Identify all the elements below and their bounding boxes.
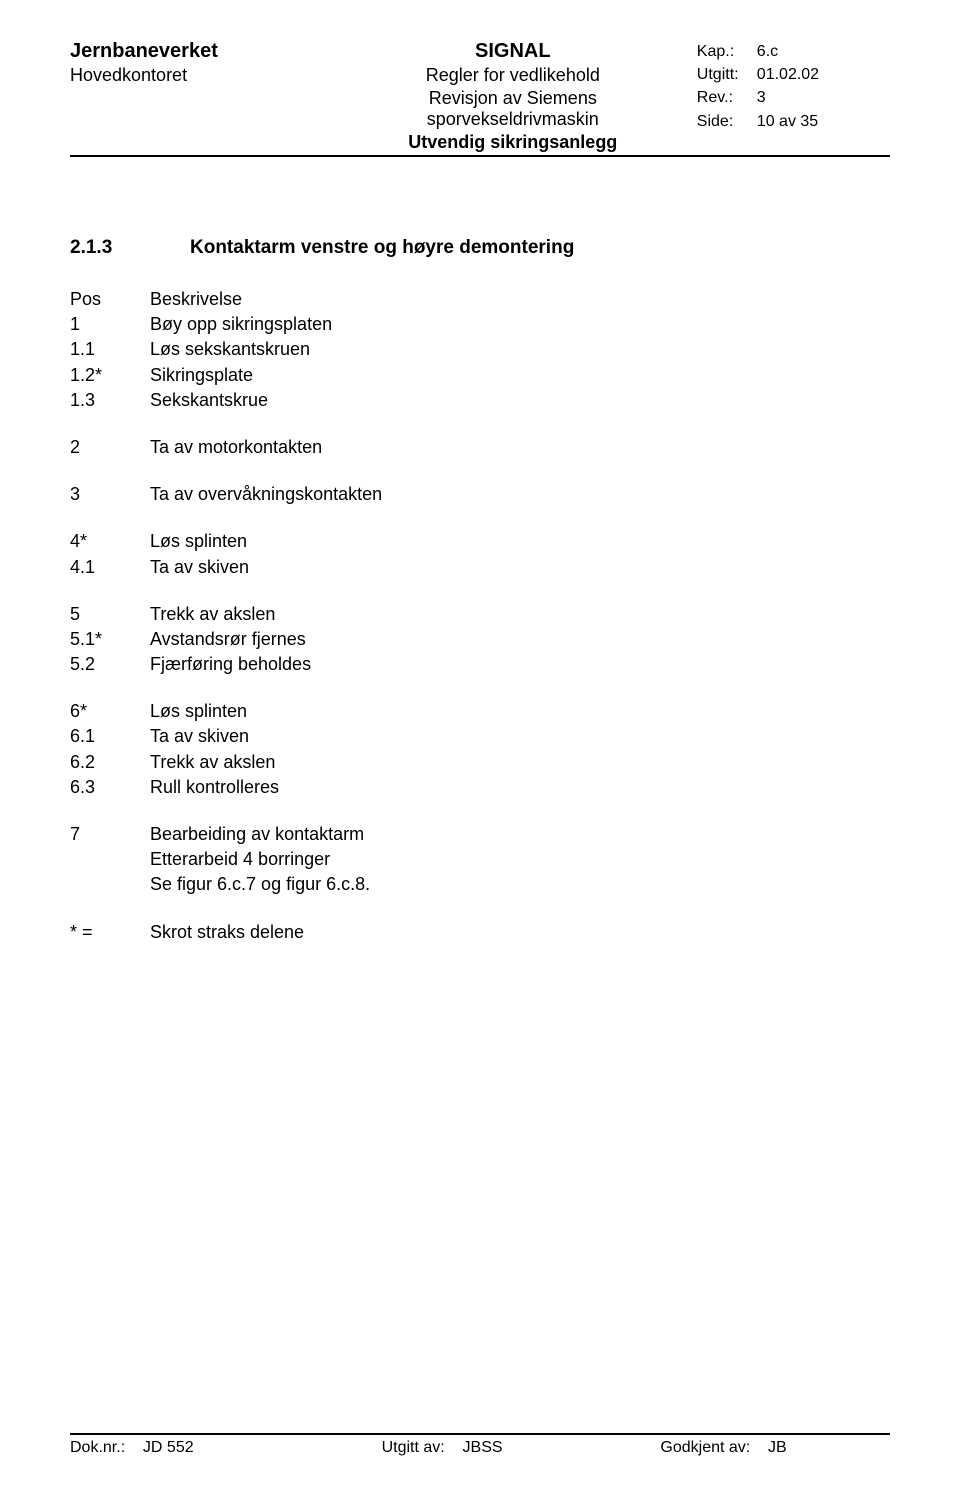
meta-rev-label: Rev.:	[697, 86, 757, 109]
row-desc: Bøy opp sikringsplaten	[150, 312, 890, 337]
table-row: * =Skrot straks delene	[70, 920, 890, 945]
row-pos: 4.1	[70, 555, 150, 580]
footer-mid-value: JBSS	[463, 1439, 503, 1456]
meta-rev: Rev.: 3	[697, 86, 890, 109]
row-pos: 7	[70, 822, 150, 847]
row-pos: 4*	[70, 529, 150, 554]
meta-kap-value: 6.c	[757, 40, 778, 63]
footer-mid: Utgitt av: JBSS	[382, 1439, 661, 1457]
table-row: 1Bøy opp sikringsplaten	[70, 312, 890, 337]
table-row: 1.1Løs sekskantskruen	[70, 337, 890, 362]
meta-side-value: 10 av 35	[757, 110, 818, 133]
meta-utgitt: Utgitt: 01.02.02	[697, 63, 890, 86]
meta-kap: Kap.: 6.c	[697, 40, 890, 63]
page: Jernbaneverket Hovedkontoret SIGNAL Regl…	[0, 0, 960, 1487]
table-row: Etterarbeid 4 borringer	[70, 847, 890, 872]
row-desc: Se figur 6.c.7 og figur 6.c.8.	[150, 872, 890, 897]
footer-left: Dok.nr.: JD 552	[70, 1439, 382, 1457]
meta-side-label: Side:	[697, 110, 757, 133]
row-desc: Skrot straks delene	[150, 920, 890, 945]
table-row: 3Ta av overvåkningskontakten	[70, 482, 890, 507]
footer: Dok.nr.: JD 552 Utgitt av: JBSS Godkjent…	[70, 1433, 890, 1457]
header-subtitle2: Revisjon av Siemens sporvekseldrivmaskin	[349, 88, 677, 130]
row-pos: 5.1*	[70, 627, 150, 652]
row-pos: 5	[70, 602, 150, 627]
row-desc: Etterarbeid 4 borringer	[150, 847, 890, 872]
row-pos: 6*	[70, 699, 150, 724]
footer-left-value: JD 552	[143, 1439, 194, 1456]
row-desc: Trekk av akslen	[150, 602, 890, 627]
table-row: 6.1Ta av skiven	[70, 724, 890, 749]
col-desc-head: Beskrivelse	[150, 287, 890, 312]
meta-side: Side: 10 av 35	[697, 110, 890, 133]
row-pos: 3	[70, 482, 150, 507]
table-row: Se figur 6.c.7 og figur 6.c.8.	[70, 872, 890, 897]
meta-kap-label: Kap.:	[697, 40, 757, 63]
table-row: 6.3Rull kontrolleres	[70, 775, 890, 800]
row-pos	[70, 847, 150, 872]
content: Pos Beskrivelse 1Bøy opp sikringsplaten …	[70, 287, 890, 945]
row-pos: 5.2	[70, 652, 150, 677]
row-pos: 1.1	[70, 337, 150, 362]
header-left: Jernbaneverket Hovedkontoret	[70, 40, 349, 153]
row-pos: 2	[70, 435, 150, 460]
row-pos	[70, 872, 150, 897]
row-pos: 6.2	[70, 750, 150, 775]
header-meta: Kap.: 6.c Utgitt: 01.02.02 Rev.: 3 Side:…	[677, 40, 890, 153]
row-desc: Fjærføring beholdes	[150, 652, 890, 677]
table-row: 7Bearbeiding av kontaktarm	[70, 822, 890, 847]
table-head-row: Pos Beskrivelse	[70, 287, 890, 312]
row-pos: 1.2*	[70, 363, 150, 388]
row-desc: Ta av motorkontakten	[150, 435, 890, 460]
row-pos: * =	[70, 920, 150, 945]
row-desc: Ta av skiven	[150, 724, 890, 749]
row-desc: Sekskantskrue	[150, 388, 890, 413]
row-desc: Løs splinten	[150, 699, 890, 724]
row-desc: Avstandsrør fjernes	[150, 627, 890, 652]
table-row: 5Trekk av akslen	[70, 602, 890, 627]
footer-mid-label: Utgitt av:	[382, 1439, 445, 1456]
org-name: Jernbaneverket	[70, 40, 349, 63]
row-desc: Trekk av akslen	[150, 750, 890, 775]
header: Jernbaneverket Hovedkontoret SIGNAL Regl…	[70, 40, 890, 157]
meta-rev-value: 3	[757, 86, 766, 109]
header-subtitle3: Utvendig sikringsanlegg	[349, 132, 677, 153]
footer-left-label: Dok.nr.:	[70, 1439, 125, 1456]
row-desc: Ta av skiven	[150, 555, 890, 580]
row-desc: Ta av overvåkningskontakten	[150, 482, 890, 507]
row-pos: 6.1	[70, 724, 150, 749]
footer-right: Godkjent av: JB	[660, 1439, 890, 1457]
table-row: 6*Løs splinten	[70, 699, 890, 724]
section-title: 2.1.3 Kontaktarm venstre og høyre demont…	[70, 237, 890, 259]
footer-right-label: Godkjent av:	[660, 1439, 750, 1456]
row-desc: Rull kontrolleres	[150, 775, 890, 800]
table-row: 1.2*Sikringsplate	[70, 363, 890, 388]
row-pos: 1	[70, 312, 150, 337]
org-sub: Hovedkontoret	[70, 65, 349, 86]
table-row: 4*Løs splinten	[70, 529, 890, 554]
row-desc: Bearbeiding av kontaktarm	[150, 822, 890, 847]
table-row: 5.2Fjærføring beholdes	[70, 652, 890, 677]
header-center: SIGNAL Regler for vedlikehold Revisjon a…	[349, 40, 677, 153]
row-desc: Sikringsplate	[150, 363, 890, 388]
footer-right-value: JB	[768, 1439, 787, 1456]
meta-utgitt-value: 01.02.02	[757, 63, 819, 86]
meta-utgitt-label: Utgitt:	[697, 63, 757, 86]
row-pos: 6.3	[70, 775, 150, 800]
table-row: 2Ta av motorkontakten	[70, 435, 890, 460]
row-desc: Løs sekskantskruen	[150, 337, 890, 362]
table-row: 1.3Sekskantskrue	[70, 388, 890, 413]
section-number: 2.1.3	[70, 237, 190, 259]
table-row: 5.1*Avstandsrør fjernes	[70, 627, 890, 652]
header-signal: SIGNAL	[349, 40, 677, 63]
section-heading: Kontaktarm venstre og høyre demontering	[190, 237, 574, 259]
col-pos-head: Pos	[70, 287, 150, 312]
row-pos: 1.3	[70, 388, 150, 413]
table-row: 4.1Ta av skiven	[70, 555, 890, 580]
table-row: 6.2Trekk av akslen	[70, 750, 890, 775]
header-subtitle1: Regler for vedlikehold	[349, 65, 677, 86]
row-desc: Løs splinten	[150, 529, 890, 554]
